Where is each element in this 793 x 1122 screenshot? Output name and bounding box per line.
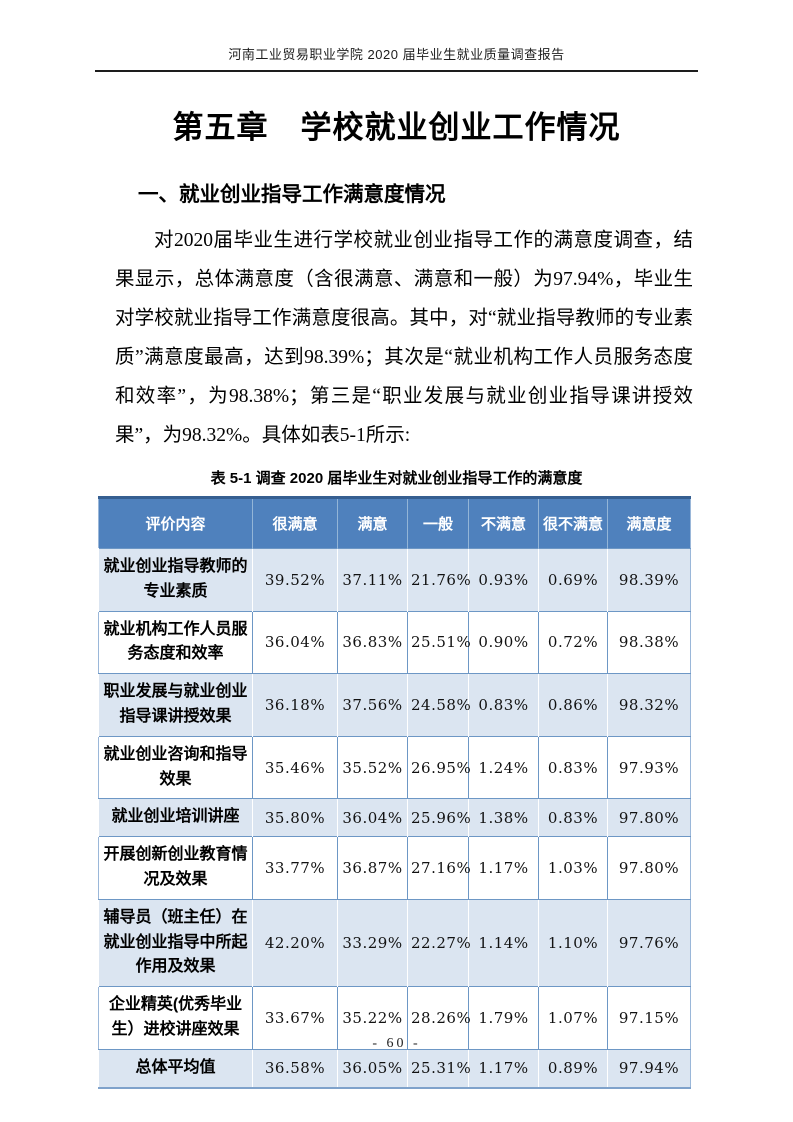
cell: 33.67% <box>252 986 338 1050</box>
cell: 1.24% <box>468 735 539 799</box>
cell: 1.17% <box>468 836 539 900</box>
cell: 97.15% <box>607 986 691 1050</box>
table-row: 职业发展与就业创业指导课讲授效果 36.18% 37.56% 24.58% 0.… <box>98 673 691 737</box>
body-paragraph: 对2020届毕业生进行学校就业创业指导工作的满意度调查，结果显示，总体满意度（含… <box>115 230 693 446</box>
row-label: 就业创业指导教师的专业素质 <box>98 548 253 612</box>
cell: 1.14% <box>468 898 539 987</box>
cell: 0.90% <box>468 610 539 674</box>
cell: 22.27% <box>407 898 471 987</box>
table-row: 辅导员（班主任）在就业创业指导中所起作用及效果 42.20% 33.29% 22… <box>98 898 691 987</box>
cell: 36.58% <box>252 1048 338 1088</box>
table-row: 就业创业培训讲座 35.80% 36.04% 25.96% 1.38% 0.83… <box>98 798 691 837</box>
table-row: 就业机构工作人员服务态度和效率 36.04% 36.83% 25.51% 0.9… <box>98 610 691 674</box>
cell: 37.56% <box>337 673 408 737</box>
table-row: 就业创业咨询和指导效果 35.46% 35.52% 26.95% 1.24% 0… <box>98 735 691 799</box>
running-header: 河南工业贸易职业学院 2020 届毕业生就业质量调查报告 <box>95 44 698 72</box>
cell: 97.76% <box>607 898 691 987</box>
cell: 0.83% <box>538 735 608 799</box>
cell: 39.52% <box>252 548 338 612</box>
cell: 1.79% <box>468 986 539 1050</box>
row-label: 企业精英(优秀毕业生）进校讲座效果 <box>98 986 253 1050</box>
cell: 1.07% <box>538 986 608 1050</box>
section-heading: 一、就业创业指导工作满意度情况 <box>138 183 446 206</box>
chapter-title: 第五章 学校就业创业工作情况 <box>172 110 621 145</box>
cell: 97.93% <box>607 735 691 799</box>
cell: 35.22% <box>337 986 408 1050</box>
cell: 1.03% <box>538 836 608 900</box>
cell: 98.38% <box>607 610 691 674</box>
cell: 1.10% <box>538 898 608 987</box>
cell: 35.80% <box>252 798 338 837</box>
table-header-row: 评价内容 很满意 满意 一般 不满意 很不满意 满意度 <box>98 496 691 549</box>
cell: 25.96% <box>407 798 471 837</box>
cell: 97.94% <box>607 1048 691 1088</box>
table-caption: 表 5-1 调查 2020 届毕业生对就业创业指导工作的满意度 <box>210 470 583 487</box>
cell: 24.58% <box>407 673 471 737</box>
page-number: - 60 - <box>372 1036 421 1051</box>
cell: 98.32% <box>607 673 691 737</box>
cell: 27.16% <box>407 836 471 900</box>
column-header-neutral: 一般 <box>407 496 469 549</box>
cell: 0.69% <box>538 548 608 612</box>
column-header-content: 评价内容 <box>98 496 253 549</box>
satisfaction-table: 评价内容 很满意 满意 一般 不满意 很不满意 满意度 就业创业指导教师的专业素… <box>98 496 691 1089</box>
cell: 35.46% <box>252 735 338 799</box>
row-label: 职业发展与就业创业指导课讲授效果 <box>98 673 253 737</box>
column-header-very-unsatisfied: 很不满意 <box>538 496 608 549</box>
row-label: 就业创业咨询和指导效果 <box>98 735 253 799</box>
cell: 97.80% <box>607 836 691 900</box>
cell: 42.20% <box>252 898 338 987</box>
cell: 35.52% <box>337 735 408 799</box>
table-row: 就业创业指导教师的专业素质 39.52% 37.11% 21.76% 0.93%… <box>98 548 691 612</box>
table-row: 开展创新创业教育情况及效果 33.77% 36.87% 27.16% 1.17%… <box>98 836 691 900</box>
cell: 36.04% <box>337 798 408 837</box>
page-header: 河南工业贸易职业学院 2020 届毕业生就业质量调查报告 <box>95 0 698 72</box>
cell: 1.17% <box>468 1048 539 1088</box>
row-label: 总体平均值 <box>98 1048 253 1088</box>
table-row: 企业精英(优秀毕业生）进校讲座效果 33.67% 35.22% 28.26% 1… <box>98 986 691 1050</box>
cell: 98.39% <box>607 548 691 612</box>
table-row-overall-average: 总体平均值 36.58% 36.05% 25.31% 1.17% 0.89% 9… <box>98 1048 691 1088</box>
row-label: 辅导员（班主任）在就业创业指导中所起作用及效果 <box>98 898 253 987</box>
cell: 97.80% <box>607 798 691 837</box>
cell: 21.76% <box>407 548 471 612</box>
cell: 0.72% <box>538 610 608 674</box>
cell: 25.31% <box>407 1048 471 1088</box>
cell: 28.26% <box>407 986 471 1050</box>
cell: 36.04% <box>252 610 338 674</box>
column-header-satisfaction-rate: 满意度 <box>607 496 691 549</box>
cell: 33.29% <box>337 898 408 987</box>
cell: 36.87% <box>337 836 408 900</box>
row-label: 就业机构工作人员服务态度和效率 <box>98 610 253 674</box>
cell: 26.95% <box>407 735 471 799</box>
cell: 36.18% <box>252 673 338 737</box>
cell: 0.83% <box>538 798 608 837</box>
cell: 0.83% <box>468 673 539 737</box>
column-header-very-satisfied: 很满意 <box>252 496 338 549</box>
page-footer: - 60 - <box>0 1036 793 1052</box>
cell: 0.93% <box>468 548 539 612</box>
cell: 36.05% <box>337 1048 408 1088</box>
cell: 0.89% <box>538 1048 608 1088</box>
cell: 36.83% <box>337 610 408 674</box>
cell: 0.86% <box>538 673 608 737</box>
row-label: 就业创业培训讲座 <box>98 798 253 837</box>
column-header-unsatisfied: 不满意 <box>468 496 539 549</box>
cell: 37.11% <box>337 548 408 612</box>
cell: 33.77% <box>252 836 338 900</box>
column-header-satisfied: 满意 <box>337 496 408 549</box>
cell: 25.51% <box>407 610 471 674</box>
row-label: 开展创新创业教育情况及效果 <box>98 836 253 900</box>
cell: 1.38% <box>468 798 539 837</box>
